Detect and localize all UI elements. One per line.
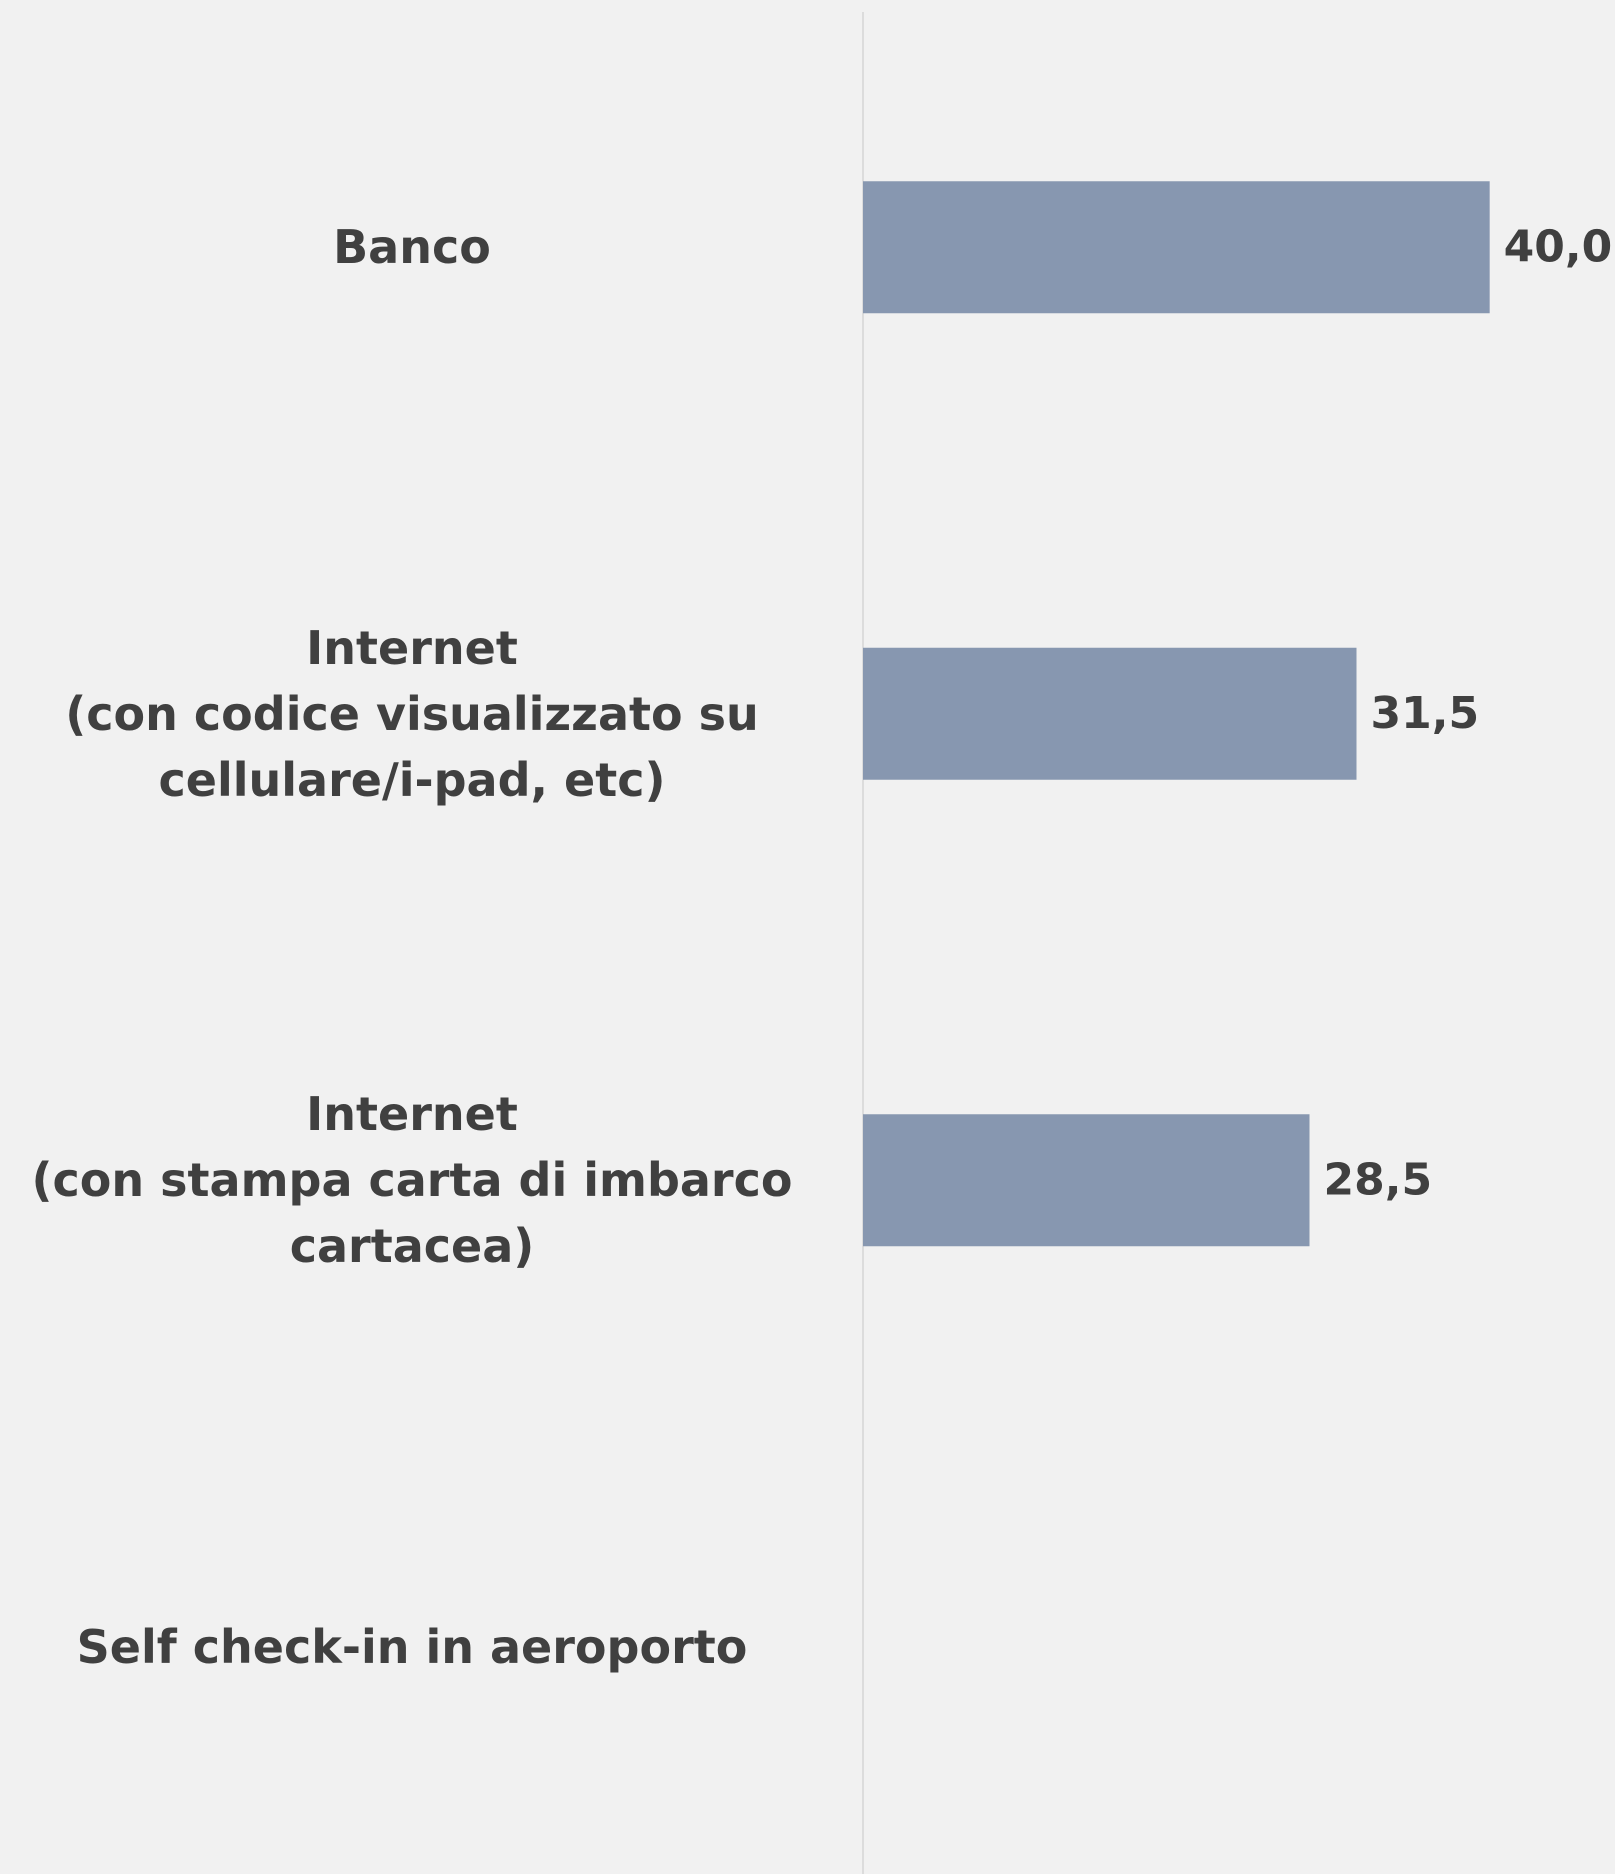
value-label: 40,0 <box>1504 221 1613 272</box>
value-label: 31,5 <box>1371 688 1480 739</box>
bar <box>863 647 1357 780</box>
bar <box>863 181 1490 314</box>
category-label: Internet (con codice visualizzato su cel… <box>65 620 759 807</box>
category-label: Banco <box>333 220 491 275</box>
category-label: Self check-in in aeroporto <box>76 1619 748 1674</box>
bar <box>863 1114 1310 1247</box>
value-label: 28,5 <box>1324 1154 1433 1205</box>
category-label: Internet (con stampa carta di imbarco ca… <box>31 1087 793 1274</box>
